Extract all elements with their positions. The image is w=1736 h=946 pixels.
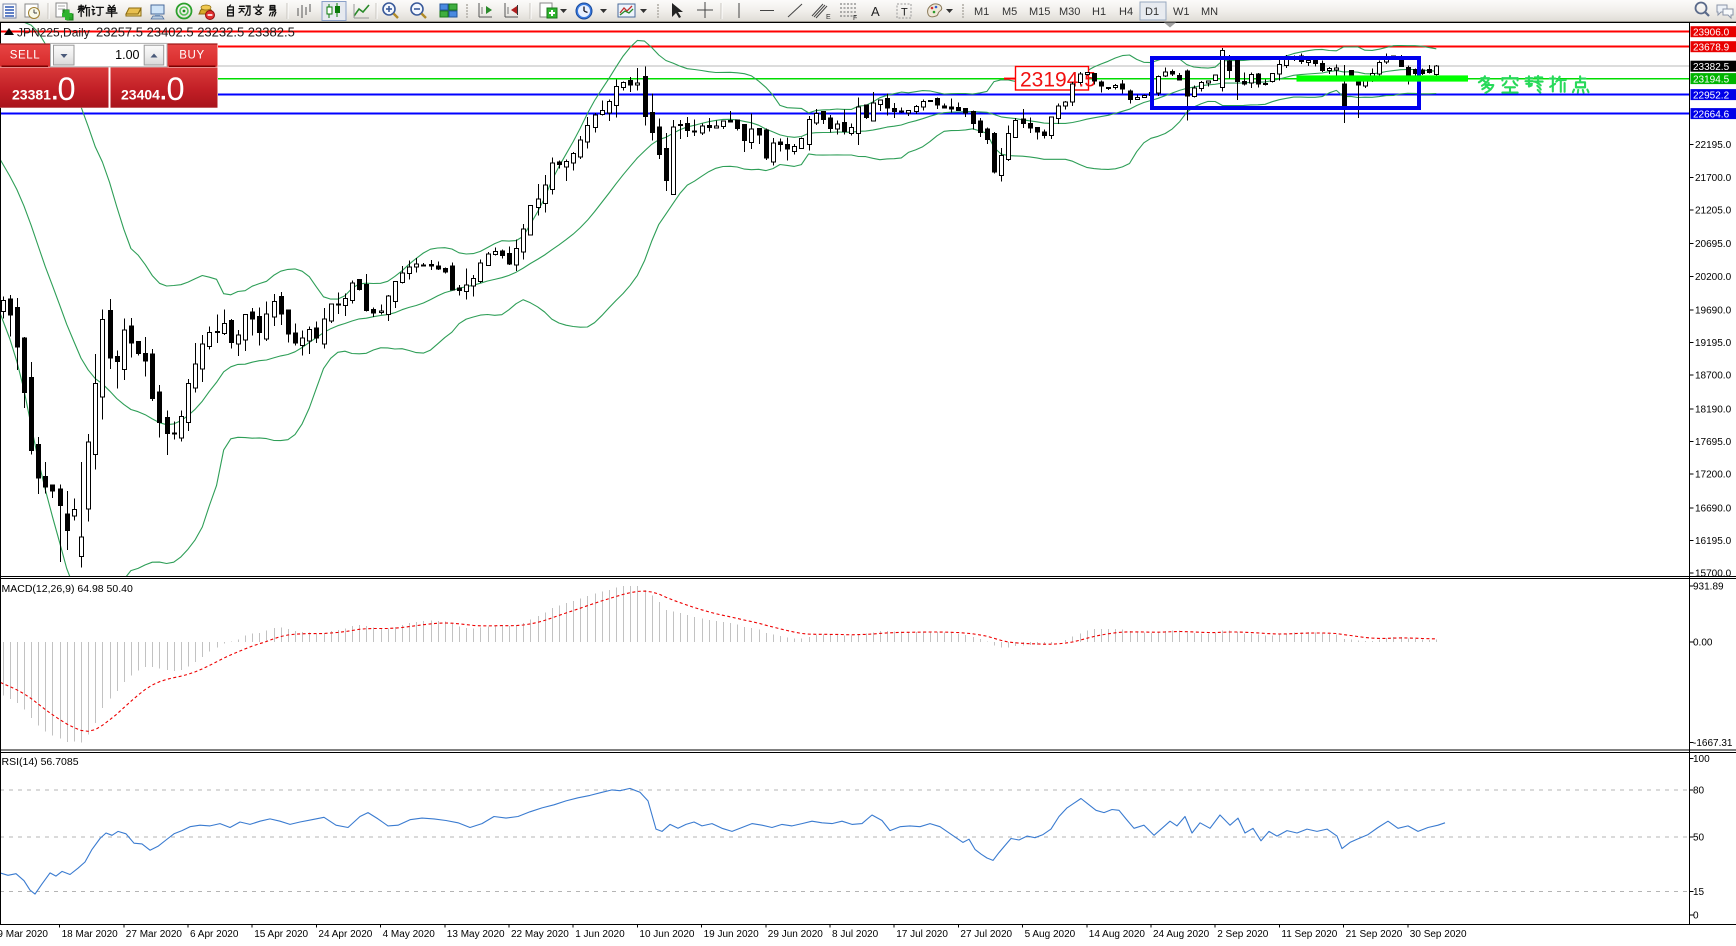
svg-text:8 Jul 2020: 8 Jul 2020 (832, 929, 879, 940)
svg-text:15: 15 (1693, 887, 1705, 898)
svg-text:21 Sep 2020: 21 Sep 2020 (1346, 929, 1403, 940)
svg-text:4 May 2020: 4 May 2020 (383, 929, 436, 940)
svg-text:14 Aug 2020: 14 Aug 2020 (1089, 929, 1146, 940)
svg-text:5 Aug 2020: 5 Aug 2020 (1025, 929, 1076, 940)
svg-text:23381: 23381 (12, 87, 51, 103)
svg-text:T: T (901, 7, 908, 19)
svg-text:15 Apr 2020: 15 Apr 2020 (254, 929, 308, 940)
svg-text:18 Mar 2020: 18 Mar 2020 (62, 929, 119, 940)
svg-text:27 Jul 2020: 27 Jul 2020 (960, 929, 1012, 940)
svg-text:18700.0: 18700.0 (1695, 371, 1732, 382)
svg-text:23194.5: 23194.5 (1020, 69, 1096, 92)
svg-text:0: 0 (58, 71, 76, 107)
svg-text:24 Apr 2020: 24 Apr 2020 (318, 929, 372, 940)
svg-text:29 Jun 2020: 29 Jun 2020 (768, 929, 823, 940)
svg-text:10 Jun 2020: 10 Jun 2020 (639, 929, 694, 940)
svg-text:19 Jun 2020: 19 Jun 2020 (704, 929, 759, 940)
svg-text:21205.0: 21205.0 (1695, 205, 1732, 216)
svg-text:13 May 2020: 13 May 2020 (447, 929, 505, 940)
svg-text:0: 0 (1693, 911, 1699, 922)
svg-text:2 Sep 2020: 2 Sep 2020 (1217, 929, 1269, 940)
svg-text:H4: H4 (1119, 6, 1133, 18)
svg-text:M5: M5 (1002, 6, 1017, 18)
svg-text:23906.0: 23906.0 (1693, 28, 1730, 39)
svg-text:19195.0: 19195.0 (1695, 338, 1732, 349)
svg-text:22664.6: 22664.6 (1693, 109, 1730, 120)
svg-text:18190.0: 18190.0 (1695, 404, 1732, 415)
svg-text:20695.0: 20695.0 (1695, 239, 1732, 250)
svg-text:23194.5: 23194.5 (1693, 74, 1730, 85)
svg-text:100: 100 (1693, 754, 1710, 765)
svg-text:16195.0: 16195.0 (1695, 536, 1732, 547)
svg-text:931.89: 931.89 (1693, 581, 1724, 592)
svg-text:-1667.31: -1667.31 (1693, 738, 1733, 749)
svg-text:F: F (853, 15, 857, 22)
svg-text:A: A (871, 4, 880, 19)
svg-text:17 Jul 2020: 17 Jul 2020 (896, 929, 948, 940)
svg-text:30 Sep 2020: 30 Sep 2020 (1410, 929, 1467, 940)
svg-text:22 May 2020: 22 May 2020 (511, 929, 569, 940)
svg-text:20200.0: 20200.0 (1695, 272, 1732, 283)
svg-text:6 Apr 2020: 6 Apr 2020 (190, 929, 239, 940)
svg-text:M1: M1 (974, 6, 989, 18)
svg-text:24 Aug 2020: 24 Aug 2020 (1153, 929, 1210, 940)
svg-text:RSI(14) 56.7085: RSI(14) 56.7085 (2, 756, 79, 768)
svg-text:SELL: SELL (10, 49, 41, 61)
svg-text:M15: M15 (1029, 6, 1050, 18)
svg-text:22195.0: 22195.0 (1695, 140, 1732, 151)
svg-text:16690.0: 16690.0 (1695, 503, 1732, 514)
svg-text:50: 50 (1693, 832, 1705, 843)
svg-text:27 Mar 2020: 27 Mar 2020 (126, 929, 183, 940)
svg-text:23404: 23404 (121, 87, 160, 103)
svg-text:0.00: 0.00 (1693, 638, 1713, 649)
svg-text:11 Sep 2020: 11 Sep 2020 (1281, 929, 1337, 940)
svg-text:W1: W1 (1173, 6, 1190, 18)
svg-text:9 Mar 2020: 9 Mar 2020 (0, 929, 48, 940)
svg-text:H1: H1 (1092, 6, 1106, 18)
svg-text:0: 0 (167, 71, 185, 107)
svg-text:D1: D1 (1145, 6, 1159, 18)
svg-text:23678.9: 23678.9 (1693, 43, 1730, 54)
svg-text:JPN225,Daily: JPN225,Daily (17, 26, 90, 40)
svg-text:BUY: BUY (179, 49, 204, 61)
svg-text:15700.0: 15700.0 (1695, 569, 1732, 580)
svg-text:1.00: 1.00 (115, 48, 139, 62)
svg-text:M30: M30 (1059, 6, 1080, 18)
svg-text:22952.2: 22952.2 (1693, 90, 1730, 101)
svg-text:MN: MN (1201, 6, 1218, 18)
svg-text:17200.0: 17200.0 (1695, 470, 1732, 481)
svg-text:80: 80 (1693, 785, 1705, 796)
svg-text:E: E (826, 14, 831, 21)
svg-text:17695.0: 17695.0 (1695, 437, 1732, 448)
svg-text:21700.0: 21700.0 (1695, 173, 1732, 184)
svg-text:1 Jun 2020: 1 Jun 2020 (575, 929, 625, 940)
svg-text:23382.5: 23382.5 (1693, 62, 1730, 73)
svg-text:19690.0: 19690.0 (1695, 305, 1732, 316)
svg-text:MACD(12,26,9) 64.98 50.40: MACD(12,26,9) 64.98 50.40 (2, 583, 133, 595)
